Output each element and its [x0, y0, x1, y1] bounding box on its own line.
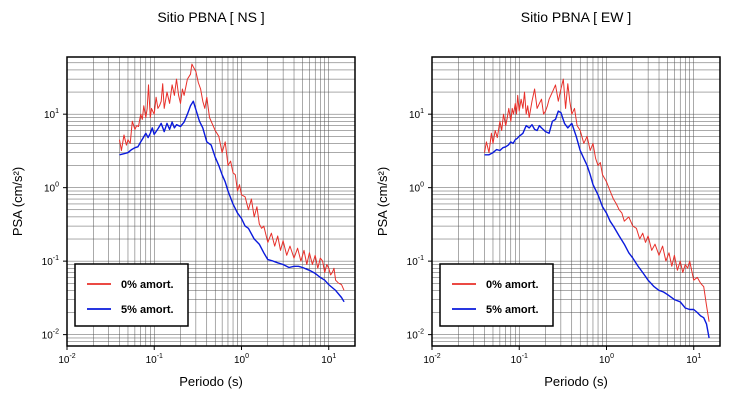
x-tick-label: 10-1 — [511, 353, 528, 366]
y-tick-label: 101 — [409, 108, 424, 121]
series-line-damping-5 — [119, 100, 345, 303]
series-line-damping-0 — [119, 63, 345, 291]
legend-label: 0% amort. — [121, 279, 174, 291]
series-line-damping-5 — [484, 110, 710, 339]
grid — [66, 56, 356, 347]
y-tick-label: 101 — [44, 108, 59, 121]
y-axis-label: PSA (cm/s²) — [375, 167, 390, 236]
plot-frame — [431, 56, 721, 347]
x-axis-label: Periodo (s) — [544, 374, 608, 389]
chart-panel-2: Sitio PBNA [ EW ] 10-2 10-1 100 101 10-2 10-1 1… — [375, 9, 721, 389]
y-tick-label: 10-2 — [407, 329, 424, 342]
x-tick-label: 10-1 — [146, 353, 163, 366]
y-tick-label: 10-2 — [42, 329, 59, 342]
x-tick-label: 10-2 — [423, 353, 440, 366]
x-tick-label: 101 — [686, 353, 701, 366]
y-tick-label: 100 — [409, 182, 424, 195]
x-tick-label: 101 — [321, 353, 336, 366]
legend-label: 5% amort. — [486, 304, 539, 316]
legend-label: 5% amort. — [121, 304, 174, 316]
chart-panel-1: Sitio PBNA [ NS ] 10-2 10-1 100 101 10-2 10-1 1… — [10, 9, 356, 389]
chart-title: Sitio PBNA [ NS ] — [157, 9, 264, 25]
series-line-damping-0 — [484, 78, 710, 322]
y-tick-label: 10-1 — [42, 255, 59, 268]
y-tick-label: 100 — [44, 182, 59, 195]
plot-frame — [66, 56, 356, 347]
legend: 0% amort. 5% amort. — [74, 263, 189, 327]
x-tick-label: 100 — [234, 353, 249, 366]
y-axis-label: PSA (cm/s²) — [10, 167, 25, 236]
legend-box — [74, 263, 189, 327]
legend-box — [439, 263, 554, 327]
x-tick-label: 10-2 — [58, 353, 75, 366]
y-tick-label: 10-1 — [407, 255, 424, 268]
legend-label: 0% amort. — [486, 279, 539, 291]
chart-title: Sitio PBNA [ EW ] — [521, 9, 631, 25]
x-axis-label: Periodo (s) — [179, 374, 243, 389]
legend: 0% amort. 5% amort. — [439, 263, 554, 327]
x-tick-label: 100 — [599, 353, 614, 366]
